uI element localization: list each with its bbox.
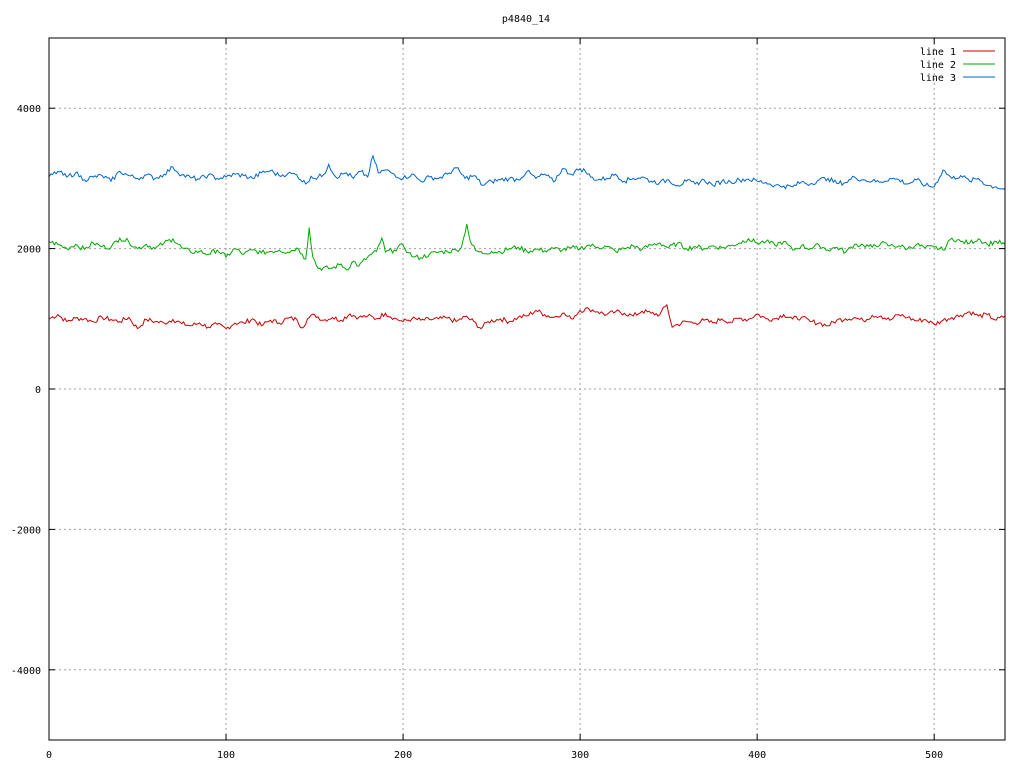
x-tick-label: 200 bbox=[394, 750, 412, 761]
legend: line 1 line 2 line 3 bbox=[920, 47, 995, 84]
y-tick-label: -4000 bbox=[11, 666, 41, 677]
y-tick-label: 2000 bbox=[17, 245, 41, 256]
y-tick-label: -2000 bbox=[11, 525, 41, 536]
series-lines bbox=[48, 154, 1006, 330]
series-line-1 bbox=[48, 303, 1006, 330]
series-line-3 bbox=[48, 154, 1006, 191]
y-tick-label: 4000 bbox=[17, 104, 41, 115]
chart-title: p4840_14 bbox=[502, 14, 550, 25]
legend-label: line 2 bbox=[920, 60, 956, 71]
y-tick-label: 0 bbox=[35, 385, 41, 396]
legend-label: line 1 bbox=[920, 47, 956, 58]
x-tick-label: 400 bbox=[748, 750, 766, 761]
plot-frame bbox=[48, 37, 1006, 741]
grid-lines bbox=[49, 38, 1005, 740]
series-line-2 bbox=[48, 223, 1006, 272]
legend-label: line 3 bbox=[920, 73, 956, 84]
x-tick-label: 100 bbox=[217, 750, 235, 761]
axis-ticks: 0 100 200 300 400 500 -4000 -2000 0 2000 4000 bbox=[11, 38, 1005, 761]
x-tick-label: 0 bbox=[46, 750, 52, 761]
x-tick-label: 300 bbox=[571, 750, 589, 761]
x-tick-label: 500 bbox=[925, 750, 943, 761]
